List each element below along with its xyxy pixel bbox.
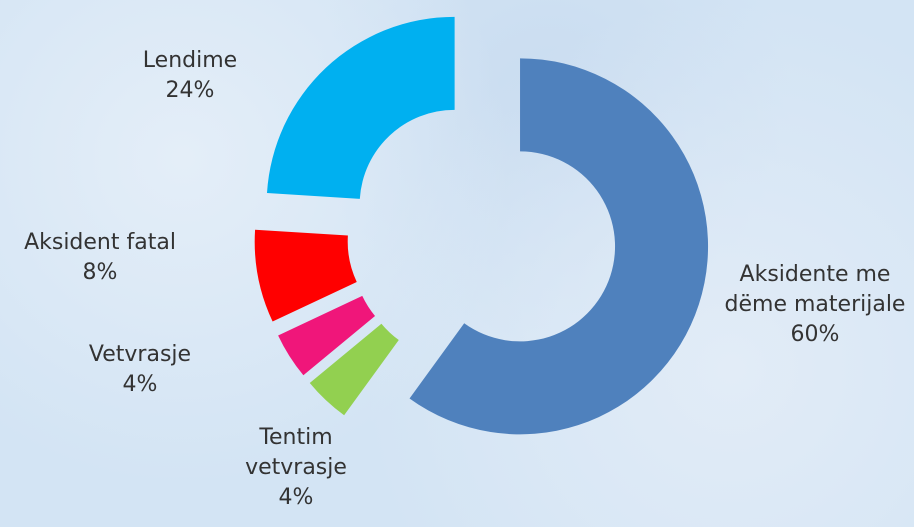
category-label: Aksident fatal — [24, 230, 176, 255]
category-label: Lendime — [142, 48, 238, 73]
value-label: 4% — [278, 485, 314, 510]
donut-slice — [254, 229, 357, 322]
slice-label: Aksidente me dëme materijale 60% — [720, 260, 910, 350]
slice-label: Vetvrasje 4% — [65, 340, 215, 400]
slice-label: Lendime 24% — [115, 46, 265, 106]
value-label: 4% — [122, 372, 158, 397]
donut-slice — [409, 58, 709, 435]
category-label: Aksidente me dëme materijale — [724, 262, 906, 317]
donut-slice — [266, 16, 455, 199]
category-label: Tentim vetvrasje — [245, 425, 347, 480]
value-label: 24% — [165, 78, 215, 103]
slice-label: Tentim vetvrasje 4% — [231, 423, 361, 513]
category-label: Vetvrasje — [88, 342, 192, 367]
donut-slice — [278, 295, 376, 376]
value-label: 8% — [82, 260, 118, 285]
donut-slice — [309, 323, 399, 416]
slice-label: Aksident fatal 8% — [0, 228, 200, 288]
value-label: 60% — [790, 322, 840, 347]
